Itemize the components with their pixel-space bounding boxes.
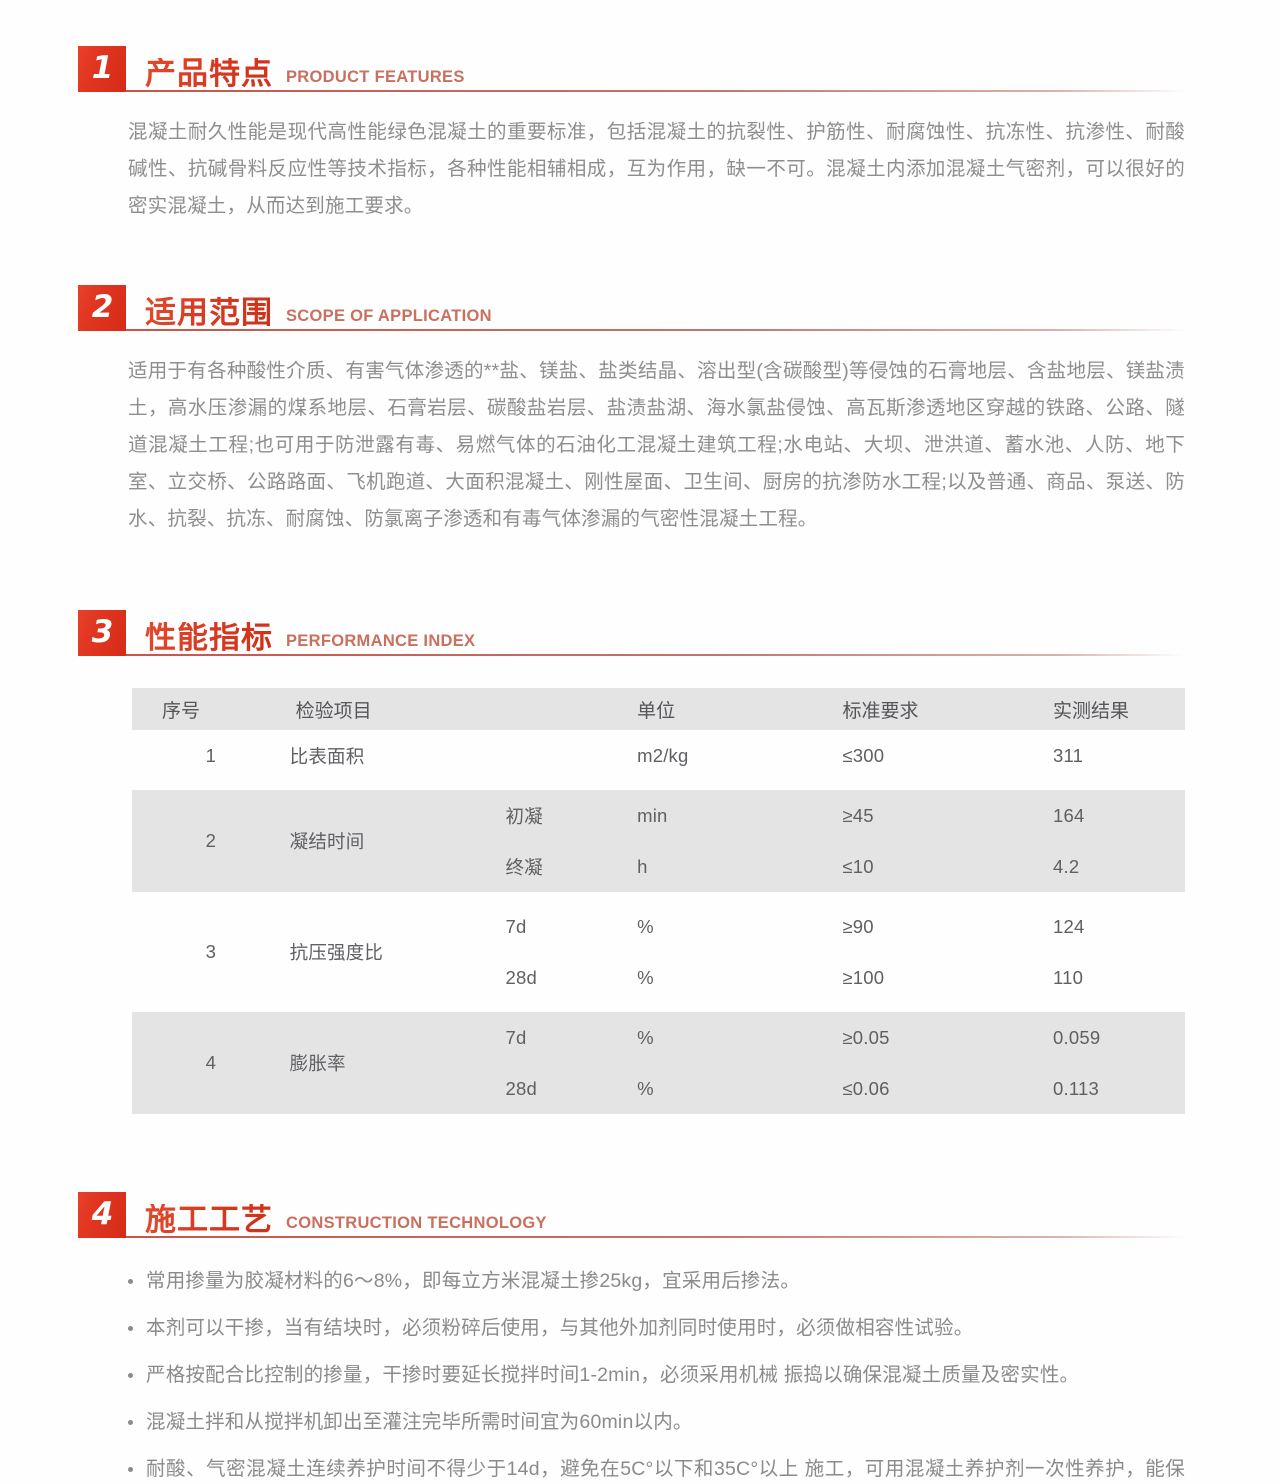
- cell-result: 124: [1027, 901, 1185, 952]
- col-header-index: 序号: [132, 688, 264, 730]
- cell-standard: ≤10: [816, 841, 1028, 892]
- col-header-item: 检验项目: [263, 688, 612, 730]
- section-divider-rule: [126, 90, 1185, 92]
- table-row: 终凝 h ≤10 4.2: [132, 841, 1185, 892]
- cell-index: 2: [132, 790, 264, 892]
- cell-unit: %: [611, 952, 817, 1003]
- section-title-cn: 产品特点: [145, 56, 273, 91]
- section-divider-rule: [126, 329, 1185, 331]
- section-header: 4 施工工艺 CONSTRUCTION TECHNOLOGY: [78, 1190, 1185, 1238]
- performance-index-table: 序号 检验项目 单位 标准要求 实测结果 1 比表面积 m2/kg ≤300 3…: [132, 688, 1185, 1114]
- cell-index: 3: [132, 901, 264, 1003]
- section-header: 3 性能指标 PERFORMANCE INDEX: [78, 608, 1185, 656]
- cell-result: 4.2: [1027, 841, 1185, 892]
- cell-result: 110: [1027, 952, 1185, 1003]
- list-item: 常用掺量为胶凝材料的6～8%，即每立方米混凝土掺25kg，宜采用后掺法。: [124, 1264, 1185, 1298]
- section-title-en: CONSTRUCTION TECHNOLOGY: [286, 1214, 547, 1232]
- cell-subitem: 终凝: [479, 841, 612, 892]
- spacer-cell: [132, 892, 1185, 901]
- cell-unit: h: [611, 841, 817, 892]
- spacer-cell: [132, 781, 1185, 790]
- section-title-en: SCOPE OF APPLICATION: [286, 307, 492, 325]
- cell-unit: %: [611, 1012, 817, 1063]
- section-construction-technology: 4 施工工艺 CONSTRUCTION TECHNOLOGY 常用掺量为胶凝材料…: [0, 1190, 1280, 1484]
- cell-item: 膨胀率: [263, 1012, 480, 1114]
- table-row: 1 比表面积 m2/kg ≤300 311: [132, 730, 1185, 781]
- section-title-en: PRODUCT FEATURES: [286, 68, 465, 86]
- cell-result: 164: [1027, 790, 1185, 841]
- cell-result: 311: [1027, 730, 1185, 781]
- cell-subitem: 7d: [479, 901, 612, 952]
- scope-of-application-body: 适用于有各种酸性介质、有害气体渗透的**盐、镁盐、盐类结晶、溶出型(含碳酸型)等…: [128, 360, 1185, 530]
- section-scope-of-application: 2 适用范围 SCOPE OF APPLICATION 适用于有各种酸性介质、有…: [0, 283, 1280, 538]
- cell-result: 0.059: [1027, 1012, 1185, 1063]
- row-spacer: [132, 1003, 1185, 1012]
- section-header: 1 产品特点 PRODUCT FEATURES: [78, 44, 1185, 92]
- cell-standard: ≥45: [816, 790, 1028, 841]
- cell-item: 比表面积: [263, 730, 612, 781]
- cell-index: 4: [132, 1012, 264, 1114]
- table-row: 3 抗压强度比 7d % ≥90 124: [132, 901, 1185, 1003]
- list-item: 耐酸、气密混凝土连续养护时间不得少于14d，避免在5C°以下和35C°以上 施工…: [124, 1452, 1185, 1484]
- section-header: 2 适用范围 SCOPE OF APPLICATION: [78, 283, 1185, 331]
- col-header-unit: 单位: [611, 688, 817, 730]
- table-row: 4 膨胀率 7d % ≥0.05 0.059: [132, 1012, 1185, 1114]
- section-performance-index: 3 性能指标 PERFORMANCE INDEX 序号 检验项目 单位 标准要求…: [0, 608, 1280, 1114]
- section-number-badge: 4: [78, 1192, 126, 1238]
- cell-unit: %: [611, 901, 817, 952]
- cell-unit: m2/kg: [611, 730, 817, 781]
- section-number-badge: 3: [78, 610, 126, 656]
- performance-table-wrapper: 序号 检验项目 单位 标准要求 实测结果 1 比表面积 m2/kg ≤300 3…: [132, 688, 1185, 1114]
- cell-unit: min: [611, 790, 817, 841]
- cell-subitem: 7d: [479, 1012, 612, 1063]
- col-header-result: 实测结果: [1027, 688, 1185, 730]
- section-number-badge: 2: [78, 285, 126, 331]
- table-header-row: 序号 检验项目 单位 标准要求 实测结果: [132, 688, 1185, 730]
- product-features-body: 混凝土耐久性能是现代高性能绿色混凝土的重要标准，包括混凝土的抗裂性、护筋性、耐腐…: [128, 121, 1185, 217]
- cell-standard: ≥90: [816, 901, 1028, 952]
- cell-standard: ≤300: [816, 730, 1028, 781]
- cell-standard: ≥0.05: [816, 1012, 1028, 1063]
- table-row: 2 凝结时间 初凝 min ≥45 164: [132, 790, 1185, 892]
- cell-index: 1: [132, 730, 264, 781]
- section-title-cn: 施工工艺: [145, 1202, 273, 1237]
- construction-bullet-list: 常用掺量为胶凝材料的6～8%，即每立方米混凝土掺25kg，宜采用后掺法。 本剂可…: [124, 1264, 1185, 1484]
- cell-subitem: 28d: [479, 1063, 612, 1114]
- cell-item: 抗压强度比: [263, 901, 480, 1003]
- cell-subitem: 初凝: [479, 790, 612, 841]
- section-title-cn: 适用范围: [145, 295, 273, 330]
- section-divider-rule: [126, 654, 1185, 656]
- table-row: 28d % ≥100 110: [132, 952, 1185, 1003]
- spacer-cell: [132, 1003, 1185, 1012]
- col-header-standard: 标准要求: [816, 688, 1028, 730]
- row-spacer: [132, 892, 1185, 901]
- section-product-features: 1 产品特点 PRODUCT FEATURES 混凝土耐久性能是现代高性能绿色混…: [0, 0, 1280, 225]
- list-item: 混凝土拌和从搅拌机卸出至灌注完毕所需时间宜为60min以内。: [124, 1405, 1185, 1439]
- section-title-en: PERFORMANCE INDEX: [286, 632, 476, 650]
- section-title-cn: 性能指标: [145, 620, 273, 655]
- cell-unit: %: [611, 1063, 817, 1114]
- row-spacer: [132, 781, 1185, 790]
- list-item: 本剂可以干掺，当有结块时，必须粉碎后使用，与其他外加剂同时使用时，必须做相容性试…: [124, 1311, 1185, 1345]
- cell-item: 凝结时间: [263, 790, 480, 892]
- section-divider-rule: [126, 1236, 1185, 1238]
- section-number-badge: 1: [78, 46, 126, 92]
- cell-subitem: 28d: [479, 952, 612, 1003]
- cell-standard: ≤0.06: [816, 1063, 1028, 1114]
- list-item: 严格按配合比控制的掺量，干掺时要延长搅拌时间1-2min，必须采用机械 振捣以确…: [124, 1358, 1185, 1392]
- cell-standard: ≥100: [816, 952, 1028, 1003]
- table-row: 28d % ≤0.06 0.113: [132, 1063, 1185, 1114]
- cell-result: 0.113: [1027, 1063, 1185, 1114]
